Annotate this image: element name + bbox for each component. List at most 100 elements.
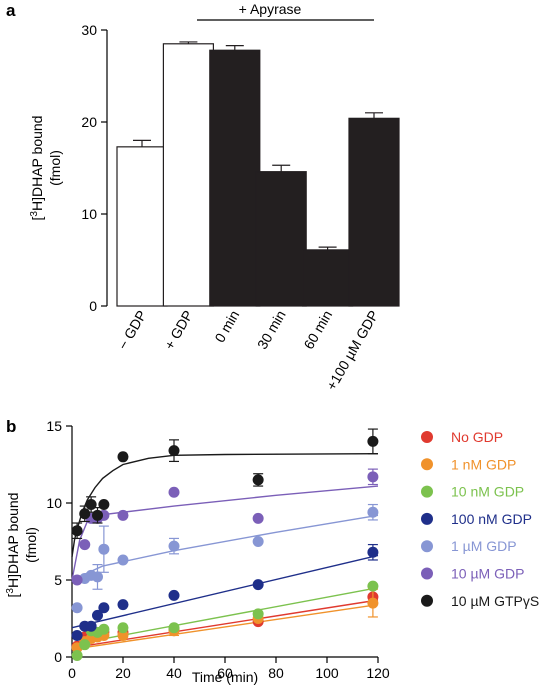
panel-b-x-ticks: 0 20 40 60 80 100 120 xyxy=(68,657,390,681)
panel-b-ylabel-sup: 3 xyxy=(5,588,16,594)
legend-marker xyxy=(421,540,433,553)
legend-label: 10 nM GDP xyxy=(451,484,524,500)
x-tick-label-20: 20 xyxy=(115,665,131,681)
bar-0-min xyxy=(209,49,261,307)
legend-marker xyxy=(421,431,433,443)
error-bar-30-min xyxy=(272,164,291,172)
data-point xyxy=(92,509,103,521)
series-10-m-gtp-s xyxy=(71,428,379,540)
error-bar-gdp xyxy=(133,139,151,147)
bar-30-min xyxy=(255,171,307,307)
legend-marker xyxy=(421,594,433,607)
data-point xyxy=(117,554,129,566)
y-tick-label-10: 10 xyxy=(46,495,62,511)
x-tick-label-gdp: − GDP xyxy=(115,308,150,353)
legend-marker xyxy=(421,512,433,525)
data-point xyxy=(92,609,103,621)
panel-a: a [3H]DHAP bound (fmol) 0 10 20 30 − GDP + G… xyxy=(6,1,400,393)
x-tick-label-60-min: 60 min xyxy=(300,308,335,352)
data-point xyxy=(367,506,379,518)
panel-b-ylabel-rest: H]DHAP bound xyxy=(5,493,21,588)
data-point xyxy=(367,580,379,592)
legend-marker xyxy=(421,485,433,498)
x-tick-label-60: 60 xyxy=(217,665,233,681)
legend-label: 10 µM GTPγS xyxy=(451,593,539,609)
data-point xyxy=(252,474,264,486)
data-point xyxy=(252,579,264,591)
fit-line-100-nm-gdp xyxy=(71,554,379,629)
bar-gdp xyxy=(162,43,214,307)
y-tick-label-30: 30 xyxy=(81,22,97,38)
series-10-m-gdp xyxy=(71,468,379,586)
data-point xyxy=(117,451,129,463)
bar-60-min xyxy=(302,249,354,307)
error-bar-100-m-gdp xyxy=(365,112,383,119)
data-point xyxy=(168,486,180,498)
fit-line-1-m-gdp xyxy=(71,514,379,581)
fit-line-1-nm-gdp xyxy=(71,603,379,650)
legend-label: 1 µM GDP xyxy=(451,538,517,554)
error-bar-gdp xyxy=(179,41,198,44)
series-1-nm-gdp xyxy=(71,588,379,654)
data-point xyxy=(367,546,379,558)
panel-a-y-ticks: 0 10 20 30 xyxy=(81,22,107,314)
data-point xyxy=(117,629,129,641)
legend-marker xyxy=(421,458,433,471)
panel-a-bars xyxy=(116,41,400,307)
data-point xyxy=(252,608,264,620)
data-point xyxy=(117,509,129,521)
data-point xyxy=(92,571,103,583)
data-point xyxy=(85,499,97,511)
panel-a-ylabel-sup: 3 xyxy=(29,211,40,217)
data-point xyxy=(71,629,83,641)
data-point xyxy=(71,574,83,586)
x-tick-label-40: 40 xyxy=(166,665,182,681)
bar-100-m-gdp xyxy=(348,117,400,307)
x-tick-label-0: 0 xyxy=(68,665,76,681)
data-point xyxy=(252,536,264,547)
fit-line-no-gdp xyxy=(71,599,379,649)
panel-a-x-tick-labels: − GDP + GDP 0 min 30 min 60 min+100 µM GDP xyxy=(115,308,382,393)
data-point xyxy=(98,543,110,555)
panel-b-legend: No GDP 1 nM GDP 10 nM GDP 100 nM GDP 1 µM GD… xyxy=(421,429,539,609)
panel-a-ylabel-rest: H]DHAP bound xyxy=(29,116,45,211)
y-tick-label-0: 0 xyxy=(54,649,62,665)
panel-b-xlabel: Time (min) xyxy=(192,669,258,685)
panel-b-fit-lines xyxy=(71,453,379,650)
panel-b-letter: b xyxy=(6,417,16,436)
x-tick-label-120: 120 xyxy=(366,665,390,681)
data-point xyxy=(71,602,83,614)
panel-a-ylabel: [3H]DHAP bound xyxy=(29,116,45,221)
y-tick-label-5: 5 xyxy=(54,572,62,588)
y-tick-label-15: 15 xyxy=(46,418,62,434)
data-point xyxy=(367,597,379,609)
legend-item-10-m-gdp: 10 µM GDP xyxy=(421,566,524,582)
data-point xyxy=(98,499,110,511)
legend-item-100-nm-gdp: 100 nM GDP xyxy=(421,511,532,527)
legend-label: 100 nM GDP xyxy=(451,511,532,527)
x-tick-label-80: 80 xyxy=(268,665,284,681)
error-bar-0-min xyxy=(225,45,244,51)
data-point xyxy=(168,622,180,634)
legend-label: 10 µM GDP xyxy=(451,566,524,582)
error-bar-60-min xyxy=(318,246,337,250)
x-tick-label-0-min: 0 min xyxy=(211,308,242,346)
legend-item-10-nm-gdp: 10 nM GDP xyxy=(421,484,524,500)
data-point xyxy=(168,589,180,601)
series-1-m-gdp xyxy=(71,503,379,614)
data-point xyxy=(168,445,180,457)
legend-item-no-gdp: No GDP xyxy=(421,429,503,445)
data-point xyxy=(367,471,379,483)
data-point xyxy=(252,512,264,524)
data-point xyxy=(98,602,110,614)
y-tick-label-10: 10 xyxy=(81,206,97,222)
legend-item-1-m-gdp: 1 µM GDP xyxy=(421,538,517,554)
y-tick-label-20: 20 xyxy=(81,114,97,130)
data-point xyxy=(79,508,91,520)
panel-b: b [3H]DHAP bound (fmol) 0 5 10 15 0 20 40 60 80… xyxy=(5,417,539,685)
apyrase-bracket-label: + Apyrase xyxy=(239,1,302,17)
legend-marker xyxy=(421,567,433,580)
legend-item-1-nm-gdp: 1 nM GDP xyxy=(421,456,516,472)
data-point xyxy=(117,622,129,634)
x-tick-label-30-min: 30 min xyxy=(254,308,289,352)
